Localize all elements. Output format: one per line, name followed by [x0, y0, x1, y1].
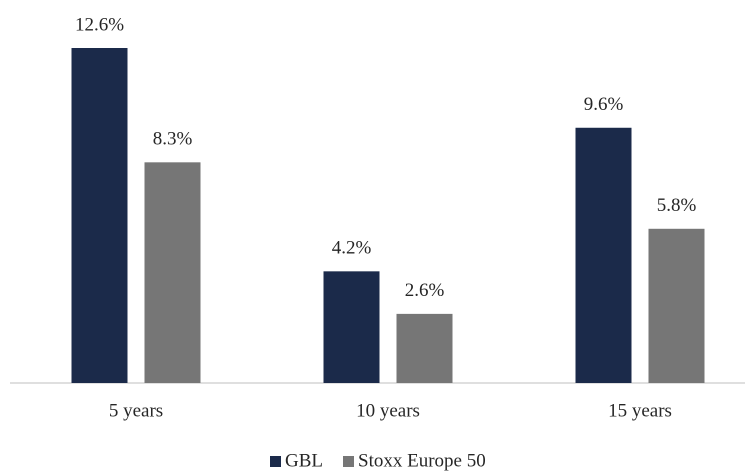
- data-label: 5.8%: [657, 195, 697, 216]
- data-label: 8.3%: [153, 129, 193, 150]
- bar: [144, 162, 201, 383]
- x-tick-label: 10 years: [356, 400, 420, 421]
- data-label: 9.6%: [584, 94, 624, 115]
- bar: [648, 228, 705, 383]
- x-tick-label: 15 years: [608, 400, 672, 421]
- data-label: 12.6%: [75, 14, 124, 35]
- legend-label: Stoxx Europe 50: [358, 450, 486, 471]
- bar: [396, 313, 453, 383]
- x-tick-label: 5 years: [109, 400, 163, 421]
- legend-swatch: [343, 456, 354, 467]
- bar: [71, 48, 128, 383]
- legend-label: GBL: [285, 450, 323, 471]
- bar: [323, 271, 380, 383]
- bar: [575, 127, 632, 383]
- legend-swatch: [270, 456, 281, 467]
- data-label: 4.2%: [332, 238, 372, 259]
- data-label: 2.6%: [405, 280, 445, 301]
